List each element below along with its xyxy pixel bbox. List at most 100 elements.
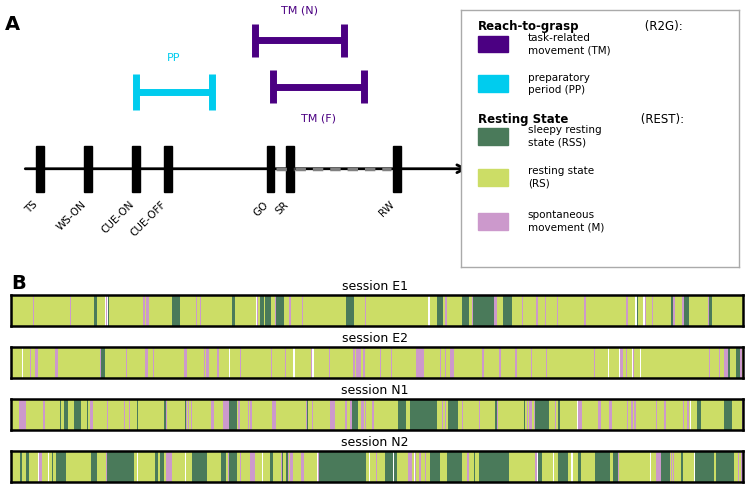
- Bar: [450, 347, 454, 378]
- Bar: [710, 399, 713, 430]
- Bar: [394, 399, 397, 430]
- Bar: [445, 347, 446, 378]
- Bar: [444, 347, 445, 378]
- Bar: [666, 399, 667, 430]
- Bar: [134, 295, 135, 326]
- Bar: [606, 295, 620, 326]
- Bar: [517, 347, 524, 378]
- Bar: [671, 295, 674, 326]
- Bar: [293, 347, 295, 378]
- Bar: [728, 347, 730, 378]
- Bar: [494, 295, 497, 326]
- Bar: [442, 347, 444, 378]
- Bar: [578, 399, 580, 430]
- Bar: [458, 399, 462, 430]
- Bar: [660, 295, 662, 326]
- Bar: [422, 451, 425, 482]
- Bar: [681, 295, 682, 326]
- Bar: [558, 399, 560, 430]
- Bar: [281, 451, 282, 482]
- Bar: [606, 347, 608, 378]
- Bar: [495, 399, 497, 430]
- Bar: [410, 451, 412, 482]
- Bar: [373, 295, 374, 326]
- Text: CUE-OFF: CUE-OFF: [129, 200, 168, 239]
- Bar: [148, 295, 153, 326]
- Bar: [129, 399, 130, 430]
- Bar: [699, 347, 709, 378]
- Bar: [50, 295, 52, 326]
- Bar: [230, 347, 238, 378]
- Bar: [244, 347, 250, 378]
- Bar: [400, 451, 409, 482]
- Bar: [319, 451, 351, 482]
- Bar: [688, 399, 689, 430]
- Bar: [77, 451, 78, 482]
- Bar: [345, 295, 346, 326]
- Bar: [172, 347, 176, 378]
- Bar: [198, 347, 200, 378]
- Bar: [62, 399, 64, 430]
- Bar: [20, 451, 22, 482]
- Bar: [30, 451, 38, 482]
- Bar: [36, 399, 40, 430]
- Bar: [638, 295, 641, 326]
- Bar: [499, 347, 501, 378]
- Bar: [620, 295, 622, 326]
- Bar: [207, 295, 212, 326]
- Bar: [692, 451, 694, 482]
- Bar: [614, 451, 617, 482]
- Bar: [553, 451, 554, 482]
- Bar: [523, 295, 530, 326]
- Bar: [634, 399, 636, 430]
- Bar: [618, 451, 620, 482]
- Bar: [164, 347, 168, 378]
- Bar: [598, 399, 601, 430]
- Bar: [100, 347, 101, 378]
- Bar: [715, 451, 716, 482]
- Bar: [575, 347, 578, 378]
- Bar: [535, 399, 549, 430]
- Bar: [722, 295, 724, 326]
- Bar: [719, 347, 720, 378]
- Bar: [102, 295, 103, 326]
- Bar: [635, 295, 637, 326]
- Bar: [578, 347, 591, 378]
- Bar: [732, 347, 734, 378]
- Bar: [533, 295, 536, 326]
- Bar: [475, 347, 482, 378]
- Bar: [205, 347, 206, 378]
- Bar: [571, 347, 575, 378]
- Bar: [53, 295, 55, 326]
- Bar: [227, 399, 229, 430]
- Bar: [20, 399, 26, 430]
- Bar: [389, 347, 392, 378]
- Bar: [637, 295, 638, 326]
- Bar: [609, 399, 611, 430]
- Bar: [730, 295, 732, 326]
- Bar: [446, 399, 447, 430]
- Bar: [580, 399, 582, 430]
- Bar: [146, 295, 147, 326]
- Bar: [251, 451, 254, 482]
- Bar: [27, 295, 29, 326]
- Bar: [74, 399, 81, 430]
- Bar: [397, 451, 400, 482]
- Bar: [556, 399, 558, 430]
- Bar: [724, 399, 732, 430]
- Bar: [41, 347, 50, 378]
- Bar: [73, 295, 75, 326]
- Bar: [484, 347, 486, 378]
- Bar: [740, 451, 741, 482]
- Bar: [154, 347, 155, 378]
- Bar: [547, 347, 549, 378]
- Bar: [521, 451, 524, 482]
- Bar: [276, 399, 278, 430]
- Bar: [192, 399, 193, 430]
- Bar: [157, 451, 158, 482]
- Bar: [662, 399, 664, 430]
- Bar: [400, 347, 404, 378]
- Bar: [176, 347, 184, 378]
- Bar: [312, 399, 314, 430]
- Bar: [436, 347, 440, 378]
